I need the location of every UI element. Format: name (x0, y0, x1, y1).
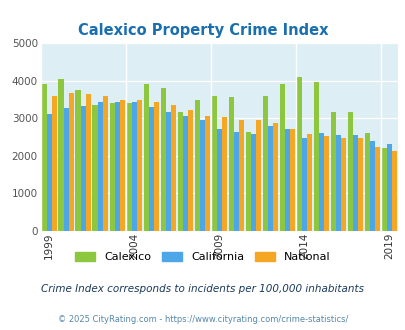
Bar (199, 120, 204, 231)
Bar (51, 96, 57, 231)
Legend: Calexico, California, National: Calexico, California, National (70, 248, 335, 267)
Bar (92, 105, 97, 231)
Bar (47, 115, 51, 231)
Bar (369, 141, 374, 231)
Bar (306, 134, 311, 231)
Bar (262, 96, 267, 231)
Bar (58, 79, 64, 231)
Bar (364, 133, 369, 231)
Bar (68, 93, 74, 231)
Bar (114, 102, 119, 231)
Bar (204, 116, 209, 231)
Bar (267, 126, 272, 231)
Bar (194, 100, 199, 231)
Bar (182, 116, 187, 231)
Bar (228, 97, 233, 231)
Bar (233, 132, 238, 231)
Bar (160, 88, 165, 231)
Bar (153, 102, 158, 231)
Bar (171, 105, 175, 231)
Bar (250, 134, 255, 231)
Text: Crime Index corresponds to incidents per 100,000 inhabitants: Crime Index corresponds to incidents per… (41, 284, 364, 294)
Text: © 2025 CityRating.com - https://www.cityrating.com/crime-statistics/: © 2025 CityRating.com - https://www.city… (58, 315, 347, 324)
Bar (143, 84, 148, 231)
Bar (340, 138, 345, 231)
Bar (301, 138, 306, 231)
Bar (102, 96, 108, 231)
Bar (381, 148, 386, 231)
Bar (80, 106, 85, 231)
Bar (97, 102, 102, 231)
Bar (386, 144, 391, 231)
Bar (284, 129, 289, 231)
Bar (289, 129, 294, 231)
Bar (245, 132, 250, 231)
Bar (131, 102, 136, 231)
Bar (238, 120, 243, 231)
Bar (347, 113, 352, 231)
Bar (221, 116, 226, 231)
Bar (119, 100, 124, 231)
Bar (255, 120, 260, 231)
Bar (279, 84, 284, 231)
Bar (187, 110, 192, 231)
Bar (313, 82, 318, 231)
Bar (165, 112, 171, 231)
Bar (136, 100, 141, 231)
Bar (41, 84, 47, 231)
Text: Calexico Property Crime Index: Calexico Property Crime Index (78, 23, 327, 38)
Bar (352, 135, 357, 231)
Bar (318, 133, 323, 231)
Bar (126, 103, 131, 231)
Bar (216, 129, 221, 231)
Bar (357, 139, 362, 231)
Bar (64, 108, 68, 231)
Bar (391, 151, 396, 231)
Bar (374, 148, 379, 231)
Bar (177, 113, 182, 231)
Bar (296, 77, 301, 231)
Bar (109, 103, 114, 231)
Bar (211, 96, 216, 231)
Bar (148, 107, 153, 231)
Bar (323, 136, 328, 231)
Bar (75, 90, 80, 231)
Bar (335, 135, 340, 231)
Bar (272, 123, 277, 231)
Bar (85, 94, 91, 231)
Bar (330, 113, 335, 231)
